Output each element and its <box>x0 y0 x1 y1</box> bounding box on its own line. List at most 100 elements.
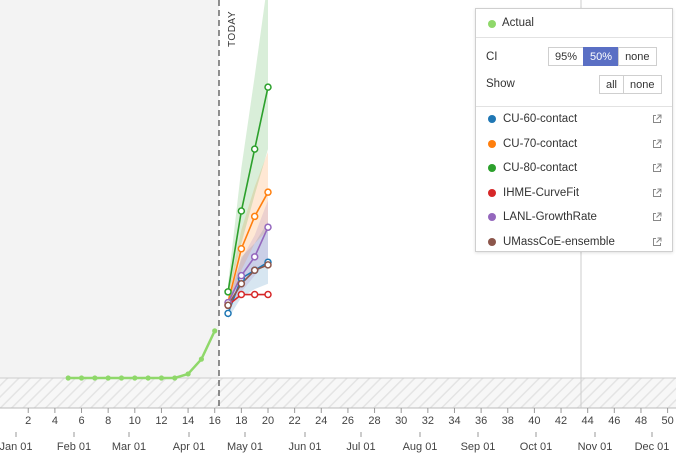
umasscoe-ensemble-point[interactable] <box>237 279 246 288</box>
divider <box>476 106 672 107</box>
model-color-dot <box>488 164 496 173</box>
actual-point[interactable] <box>172 375 178 381</box>
actual-point[interactable] <box>145 375 151 381</box>
ihme-curvefit-line <box>227 293 268 306</box>
month-tick-label: Mar 01 <box>112 441 146 453</box>
ihme-curvefit-point[interactable] <box>264 290 272 299</box>
actual-point[interactable] <box>92 375 98 381</box>
model-item-cu-60-contact[interactable]: CU-60-contact <box>488 110 662 128</box>
show-button-group: all none <box>599 75 662 94</box>
week-tick-label: 12 <box>155 415 167 427</box>
week-tick-label: 32 <box>422 415 434 427</box>
month-tick-label: Jul 01 <box>346 441 375 453</box>
external-link-icon[interactable] <box>652 114 662 124</box>
model-name-label: CU-60-contact <box>503 113 578 125</box>
week-tick-label: 40 <box>528 415 540 427</box>
week-tick-label: 18 <box>235 415 247 427</box>
month-tick-label: Jan 01 <box>0 441 33 453</box>
actual-point[interactable] <box>212 328 218 334</box>
umasscoe-ensemble-point[interactable] <box>250 266 259 275</box>
week-tick-label: 46 <box>608 415 620 427</box>
model-name-label: CU-70-contact <box>503 137 578 150</box>
week-tick-label: 38 <box>502 415 514 427</box>
umasscoe-ensemble-point[interactable] <box>224 301 232 310</box>
week-tick-label: 50 <box>661 415 673 427</box>
ci-50-button[interactable]: 50% <box>583 47 620 66</box>
cu-80-contact-point[interactable] <box>237 207 246 215</box>
ci-none-button[interactable]: none <box>618 47 657 66</box>
model-color-dot <box>488 139 496 148</box>
cu-80-contact-point[interactable] <box>250 145 259 153</box>
cu-70-contact-line <box>227 191 269 303</box>
actual-label: Actual <box>502 17 534 29</box>
external-link-icon[interactable] <box>652 188 662 198</box>
ci-button-group: 95% 50% none <box>548 47 657 66</box>
model-color-dot <box>488 213 496 222</box>
cu-80-contact-point[interactable] <box>224 288 232 296</box>
actual-point[interactable] <box>118 375 125 381</box>
cu-80-contact-point[interactable] <box>264 83 272 91</box>
week-tick-label: 14 <box>182 415 194 427</box>
model-name-label: CU-80-contact <box>503 162 578 175</box>
actual-point[interactable] <box>198 356 204 362</box>
lanl-growthrate-point[interactable] <box>264 223 272 231</box>
actual-point[interactable] <box>132 375 138 381</box>
week-tick-label: 10 <box>129 415 141 427</box>
month-tick-label: May 01 <box>227 441 263 453</box>
show-label: Show <box>486 78 515 90</box>
ihme-curvefit-point[interactable] <box>237 290 246 299</box>
month-tick-label: Sep 01 <box>461 441 496 453</box>
umasscoe-ensemble-point[interactable] <box>264 261 272 269</box>
show-none-button[interactable]: none <box>623 75 662 94</box>
model-item-umasscoe-ensemble[interactable]: UMassCoE-ensemble <box>488 233 662 251</box>
lanl-growthrate-point[interactable] <box>237 271 246 280</box>
month-tick-label: Feb 01 <box>57 441 91 453</box>
week-tick-label: 34 <box>448 415 460 427</box>
today-label: TODAY <box>227 11 238 47</box>
cu-70-contact-point[interactable] <box>250 212 259 221</box>
month-tick-label: Apr 01 <box>173 441 205 453</box>
week-tick-label: 24 <box>315 415 327 427</box>
past-region-shading <box>0 0 219 378</box>
ci-95-button[interactable]: 95% <box>548 47 585 66</box>
external-link-icon[interactable] <box>652 212 662 222</box>
model-name-label: IHME-CurveFit <box>503 186 580 199</box>
model-item-lanl-growthrate[interactable]: LANL-GrowthRate <box>488 208 662 226</box>
week-tick-label: 8 <box>105 415 111 427</box>
model-item-cu-80-contact[interactable]: CU-80-contact <box>488 159 662 177</box>
show-all-button[interactable]: all <box>599 75 625 94</box>
week-tick-label: 16 <box>209 415 221 427</box>
actual-point[interactable] <box>158 375 165 381</box>
cu-70-contact-point[interactable] <box>237 244 246 253</box>
external-link-icon[interactable] <box>652 163 662 173</box>
model-item-cu-70-contact[interactable]: CU-70-contact <box>488 135 662 153</box>
week-tick-label: 26 <box>342 415 354 427</box>
week-tick-label: 36 <box>475 415 487 427</box>
week-tick-label: 48 <box>635 415 647 427</box>
cu-60-contact-point[interactable] <box>224 309 232 318</box>
model-item-ihme-curvefit[interactable]: IHME-CurveFit <box>488 184 662 202</box>
model-color-dot <box>488 238 496 246</box>
ci-label: CI <box>486 51 498 63</box>
cu-70-contact-point[interactable] <box>264 188 272 196</box>
ihme-curvefit-point[interactable] <box>250 290 259 299</box>
actual-point[interactable] <box>185 371 191 377</box>
actual-point[interactable] <box>78 375 85 381</box>
week-tick-label: 42 <box>555 415 567 427</box>
week-tick-label: 2 <box>25 415 31 427</box>
actual-dot <box>488 20 496 28</box>
model-color-dot <box>488 115 496 123</box>
actual-point[interactable] <box>65 375 71 381</box>
external-link-icon[interactable] <box>652 139 662 149</box>
actual-point[interactable] <box>105 375 111 381</box>
lanl-growthrate-point[interactable] <box>250 253 259 261</box>
model-name-label: LANL-GrowthRate <box>503 211 597 224</box>
negative-region-hatch <box>0 378 676 408</box>
actual-legend-item[interactable]: Actual <box>476 17 672 31</box>
week-tick-label: 28 <box>368 415 380 427</box>
month-tick-label: Dec 01 <box>635 441 670 453</box>
week-tick-label: 22 <box>289 415 301 427</box>
week-tick-label: 44 <box>582 415 594 427</box>
external-link-icon[interactable] <box>652 237 662 247</box>
